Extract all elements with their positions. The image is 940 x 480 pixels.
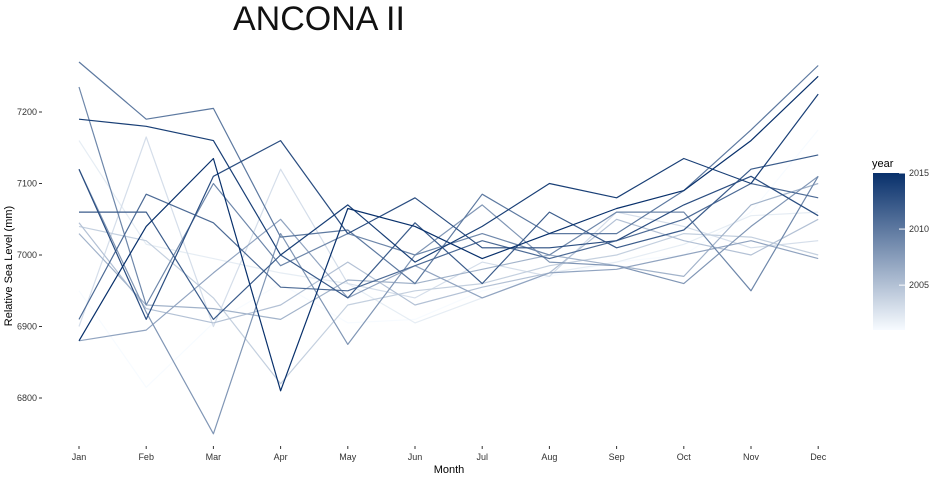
- y-tick-label: 7000: [17, 250, 37, 260]
- x-tick-label: Jun: [408, 452, 423, 462]
- series-lines: [78, 61, 819, 435]
- x-tick-label: Apr: [274, 452, 288, 462]
- x-tick-label: Jan: [72, 452, 87, 462]
- series-line-2010: [78, 61, 819, 285]
- x-tick-label: Mar: [206, 452, 222, 462]
- series-line-2007: [78, 218, 819, 342]
- legend-tick-label: 2015: [909, 168, 929, 178]
- x-tick-label: Oct: [677, 452, 692, 462]
- series-line-2004: [78, 225, 819, 385]
- legend-title: year: [872, 158, 894, 170]
- x-axis-title: Month: [434, 464, 465, 476]
- y-tick-label: 6900: [17, 322, 37, 332]
- y-tick-label: 7100: [17, 179, 37, 189]
- y-tick-label: 7200: [17, 107, 37, 117]
- series-line-2014: [78, 93, 819, 263]
- x-tick-label: Aug: [541, 452, 557, 462]
- legend-ticks: 2005 2010 2015: [899, 168, 929, 290]
- series-line-2005: [78, 218, 819, 324]
- x-tick-label: Feb: [138, 452, 154, 462]
- y-tick-label: 6800: [17, 393, 37, 403]
- x-axis: Jan Feb Mar Apr May Jun Jul Aug Sep Oct Nov Dec: [72, 446, 827, 462]
- legend-tick-label: 2010: [909, 224, 929, 234]
- y-axis: 6800 6900 7000 7100 7200: [17, 107, 42, 403]
- series-line-2001: [78, 129, 819, 388]
- chart-title: ANCONA II: [233, 0, 405, 38]
- series-line-2006: [78, 182, 819, 320]
- legend-tick-label: 2005: [909, 280, 929, 290]
- series-line-2008: [78, 168, 819, 435]
- x-tick-label: May: [339, 452, 357, 462]
- series-line-2012: [79, 154, 819, 320]
- series-line-2002: [78, 140, 819, 324]
- series-line-2013: [78, 140, 819, 320]
- series-line-2009: [78, 86, 819, 306]
- x-tick-label: Sep: [609, 452, 625, 462]
- y-axis-title: Relative Sea Level (mm): [3, 206, 15, 326]
- legend-colorbar: [873, 173, 905, 330]
- x-tick-label: Nov: [743, 452, 760, 462]
- x-tick-label: Jul: [476, 452, 488, 462]
- color-legend: year 2005 2010 2015: [872, 158, 929, 330]
- series-line-2003: [78, 136, 819, 328]
- x-tick-label: Dec: [810, 452, 827, 462]
- series-line-2015: [78, 75, 819, 392]
